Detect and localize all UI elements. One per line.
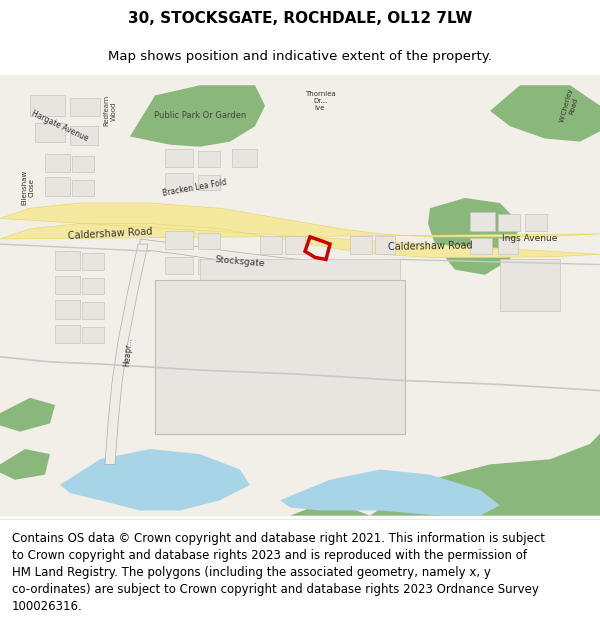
Bar xyxy=(55,276,80,294)
Bar xyxy=(165,307,193,323)
Bar xyxy=(470,213,495,231)
Text: Redfearn
Wood: Redfearn Wood xyxy=(104,95,116,126)
Bar xyxy=(45,154,70,173)
Polygon shape xyxy=(290,500,370,516)
Text: Heapr...: Heapr... xyxy=(122,336,134,367)
Bar xyxy=(232,149,257,168)
Bar xyxy=(260,261,282,278)
Bar xyxy=(285,261,305,278)
Text: Thornlea
Dr...
ive: Thornlea Dr... ive xyxy=(305,91,335,111)
Bar xyxy=(350,236,372,254)
Bar xyxy=(165,231,193,249)
Polygon shape xyxy=(130,85,265,147)
Bar xyxy=(165,173,193,190)
Polygon shape xyxy=(428,198,520,275)
Bar xyxy=(82,253,104,270)
Polygon shape xyxy=(60,449,250,511)
Bar xyxy=(155,280,405,434)
Bar xyxy=(82,327,104,344)
Bar xyxy=(500,259,560,311)
Polygon shape xyxy=(0,449,50,480)
Bar xyxy=(35,123,65,142)
Polygon shape xyxy=(0,398,55,432)
Bar xyxy=(350,261,372,278)
Bar xyxy=(70,98,100,116)
Bar xyxy=(375,236,395,254)
Text: Caldershaw Road: Caldershaw Road xyxy=(388,241,472,252)
Text: Stocksgate: Stocksgate xyxy=(215,255,265,268)
Bar xyxy=(525,214,547,231)
Bar xyxy=(165,258,193,274)
Bar xyxy=(200,259,400,392)
Bar xyxy=(470,238,492,254)
Bar xyxy=(198,151,220,168)
Bar xyxy=(198,232,220,249)
Bar xyxy=(45,177,70,196)
Bar xyxy=(72,179,94,196)
Text: Ellenshaw
Close: Ellenshaw Close xyxy=(22,170,35,206)
Bar xyxy=(198,282,220,298)
Bar xyxy=(55,251,80,270)
Polygon shape xyxy=(105,244,148,464)
Polygon shape xyxy=(280,469,500,516)
Bar xyxy=(30,96,65,116)
Text: 30, STOCKSGATE, ROCHDALE, OL12 7LW: 30, STOCKSGATE, ROCHDALE, OL12 7LW xyxy=(128,11,472,26)
Bar xyxy=(198,259,220,274)
Bar xyxy=(72,156,94,172)
Polygon shape xyxy=(490,85,600,142)
Bar xyxy=(198,309,220,323)
Bar xyxy=(55,301,80,319)
Polygon shape xyxy=(140,239,400,272)
Bar xyxy=(165,149,193,168)
Text: Bracken Lea Fold: Bracken Lea Fold xyxy=(162,177,228,198)
Text: Ings Avenue: Ings Avenue xyxy=(502,234,557,244)
Text: W'Cherley
Road: W'Cherley Road xyxy=(559,87,581,124)
Bar xyxy=(82,302,104,319)
Text: Map shows position and indicative extent of the property.: Map shows position and indicative extent… xyxy=(108,50,492,62)
Text: Caldershaw Road: Caldershaw Road xyxy=(67,227,152,241)
Text: Public Park Or Garden: Public Park Or Garden xyxy=(154,111,246,121)
Bar xyxy=(82,278,104,294)
Bar xyxy=(285,236,305,254)
Text: Hargate Avenue: Hargate Avenue xyxy=(30,109,90,143)
Polygon shape xyxy=(0,203,600,258)
Bar xyxy=(70,126,98,144)
Bar xyxy=(165,280,193,298)
Bar xyxy=(260,236,282,254)
Text: Contains OS data © Crown copyright and database right 2021. This information is : Contains OS data © Crown copyright and d… xyxy=(12,532,545,613)
Polygon shape xyxy=(370,434,600,516)
Bar xyxy=(375,261,395,278)
Bar xyxy=(498,214,520,231)
Bar xyxy=(55,325,80,344)
Bar xyxy=(198,176,220,190)
Bar xyxy=(498,238,518,254)
